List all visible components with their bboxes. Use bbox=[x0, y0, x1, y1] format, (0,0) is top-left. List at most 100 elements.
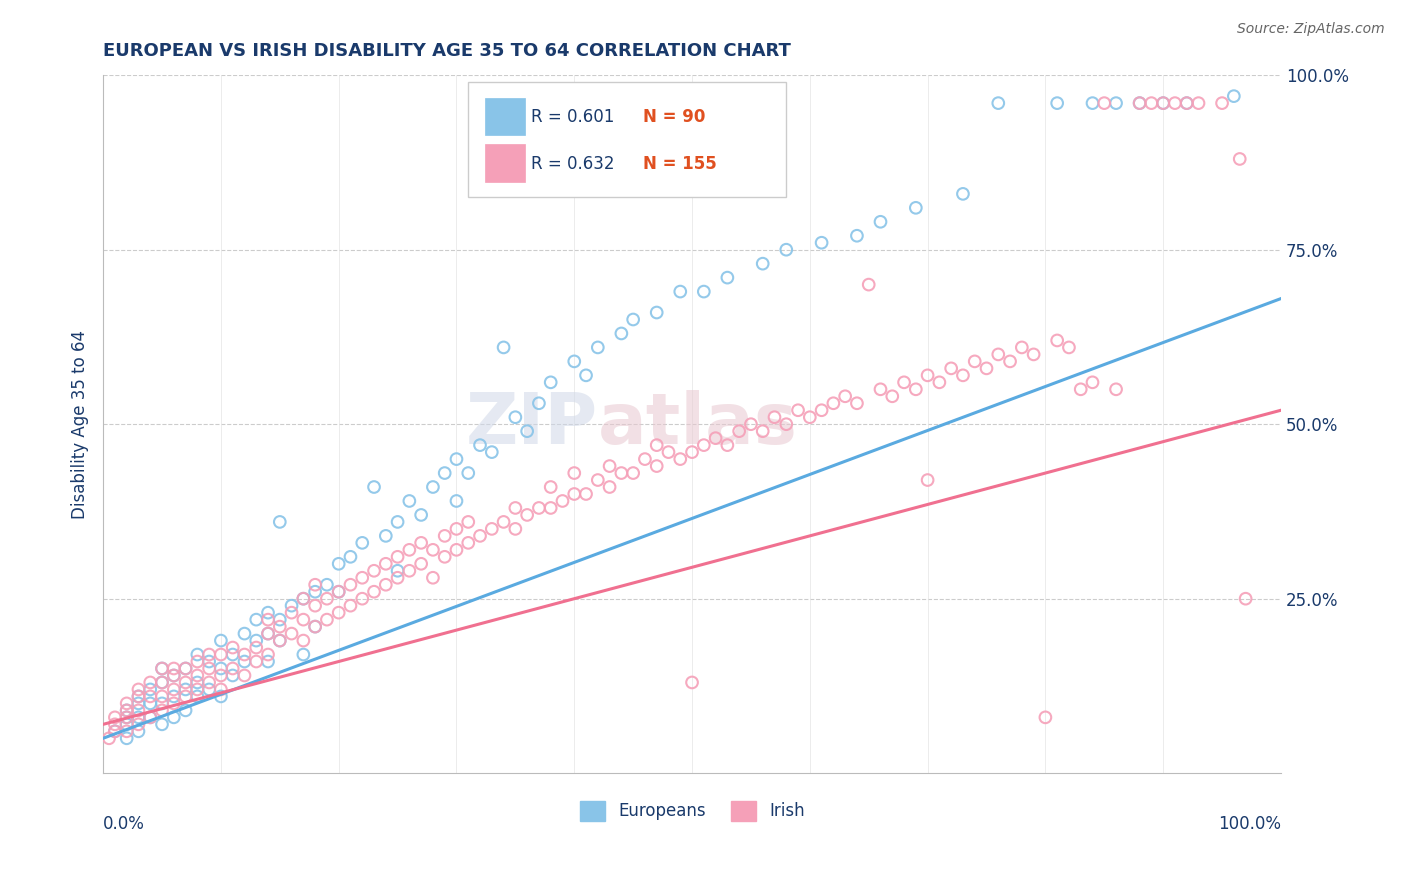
Point bbox=[257, 655, 280, 669]
Point bbox=[257, 606, 280, 620]
Point bbox=[280, 599, 302, 613]
Point bbox=[150, 717, 173, 731]
Point bbox=[328, 584, 350, 599]
Point bbox=[468, 529, 491, 543]
Point bbox=[139, 682, 162, 697]
Point bbox=[998, 354, 1021, 368]
Point bbox=[257, 613, 280, 627]
Point bbox=[1105, 382, 1128, 396]
Point bbox=[987, 347, 1010, 361]
Point bbox=[751, 257, 773, 271]
Point bbox=[292, 613, 315, 627]
Point bbox=[1022, 347, 1045, 361]
Point bbox=[411, 536, 433, 550]
Point bbox=[398, 564, 420, 578]
Point bbox=[257, 648, 280, 662]
Point bbox=[150, 675, 173, 690]
Point bbox=[669, 285, 692, 299]
Point bbox=[115, 710, 138, 724]
Point bbox=[610, 326, 633, 341]
Point bbox=[516, 424, 538, 438]
Point bbox=[150, 697, 173, 711]
Point bbox=[527, 396, 550, 410]
FancyBboxPatch shape bbox=[485, 145, 524, 182]
Point bbox=[316, 613, 339, 627]
Point bbox=[209, 648, 232, 662]
Point bbox=[446, 452, 468, 467]
Point bbox=[115, 724, 138, 739]
Point bbox=[163, 668, 186, 682]
Y-axis label: Disability Age 35 to 64: Disability Age 35 to 64 bbox=[72, 330, 89, 518]
Point bbox=[1081, 376, 1104, 390]
Point bbox=[269, 619, 291, 633]
Point bbox=[398, 542, 420, 557]
Point bbox=[1140, 96, 1163, 111]
Point bbox=[115, 703, 138, 717]
Point bbox=[221, 661, 243, 675]
Point bbox=[115, 697, 138, 711]
Point bbox=[304, 619, 326, 633]
Point bbox=[115, 710, 138, 724]
Point bbox=[292, 591, 315, 606]
Point bbox=[174, 661, 197, 675]
Point bbox=[657, 445, 679, 459]
Point bbox=[963, 354, 986, 368]
Point bbox=[374, 557, 396, 571]
Point bbox=[1175, 96, 1198, 111]
Point bbox=[481, 445, 503, 459]
Point bbox=[139, 675, 162, 690]
Point bbox=[174, 703, 197, 717]
Point bbox=[1152, 96, 1174, 111]
Point bbox=[257, 626, 280, 640]
Point bbox=[505, 410, 527, 425]
Point bbox=[422, 542, 444, 557]
Point bbox=[139, 710, 162, 724]
Point bbox=[1211, 96, 1233, 111]
Point bbox=[304, 619, 326, 633]
Point bbox=[575, 487, 598, 501]
Point bbox=[645, 438, 668, 452]
Point bbox=[163, 710, 186, 724]
Point bbox=[163, 690, 186, 704]
Point bbox=[104, 710, 127, 724]
Point bbox=[468, 438, 491, 452]
Point bbox=[562, 354, 585, 368]
Point bbox=[374, 578, 396, 592]
Point bbox=[328, 584, 350, 599]
Point bbox=[174, 661, 197, 675]
Point bbox=[634, 452, 657, 467]
Point bbox=[446, 522, 468, 536]
Point bbox=[363, 584, 385, 599]
Point bbox=[540, 500, 562, 515]
Point bbox=[1223, 89, 1246, 103]
Point bbox=[233, 626, 256, 640]
Point bbox=[869, 382, 891, 396]
Point bbox=[1057, 340, 1080, 354]
Point bbox=[150, 690, 173, 704]
Point bbox=[127, 682, 149, 697]
Point bbox=[186, 648, 208, 662]
Point bbox=[387, 515, 409, 529]
Point bbox=[562, 466, 585, 480]
Point bbox=[339, 549, 361, 564]
Point bbox=[1234, 591, 1257, 606]
Point bbox=[740, 417, 762, 432]
Point bbox=[751, 424, 773, 438]
Point bbox=[904, 201, 927, 215]
Point bbox=[163, 697, 186, 711]
Point bbox=[174, 675, 197, 690]
Point bbox=[492, 515, 515, 529]
Point bbox=[186, 675, 208, 690]
Point bbox=[457, 536, 479, 550]
Point bbox=[693, 438, 716, 452]
Point bbox=[1011, 340, 1033, 354]
Point bbox=[422, 480, 444, 494]
Point bbox=[446, 542, 468, 557]
Point bbox=[457, 515, 479, 529]
Point bbox=[681, 675, 703, 690]
Point bbox=[198, 661, 221, 675]
Point bbox=[139, 690, 162, 704]
Text: R = 0.601: R = 0.601 bbox=[530, 108, 614, 126]
Point bbox=[209, 661, 232, 675]
Point bbox=[834, 389, 856, 403]
